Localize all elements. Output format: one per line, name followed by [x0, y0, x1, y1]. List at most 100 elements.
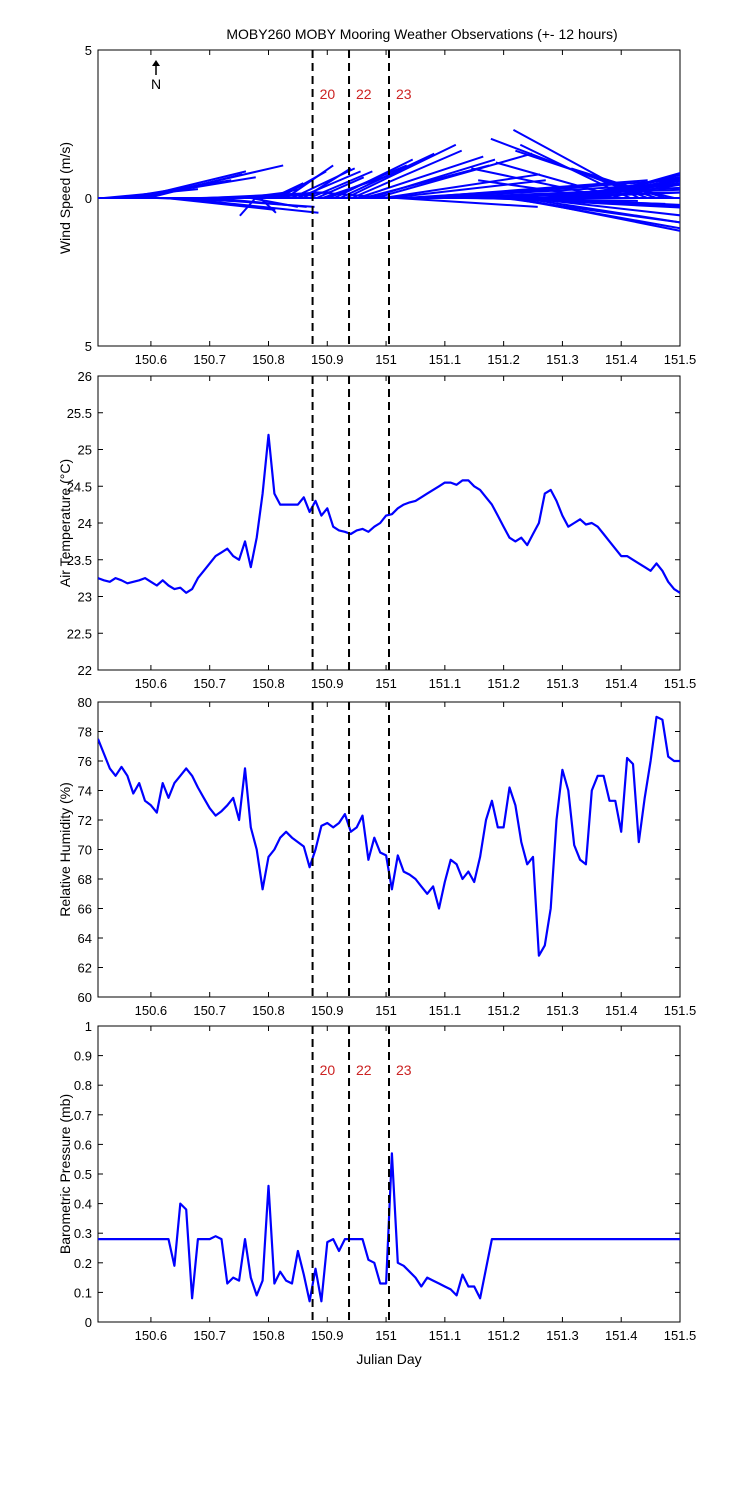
x-tick-label: 150.8 [252, 352, 285, 367]
x-tick-label: 150.6 [135, 1328, 168, 1343]
wind-vector [591, 171, 680, 199]
x-tick-label: 150.6 [135, 1003, 168, 1018]
y-tick-label: 0.6 [74, 1137, 92, 1152]
wind-vector [369, 158, 496, 199]
x-tick-label: 151.2 [487, 352, 520, 367]
figure-title: MOBY260 MOBY Mooring Weather Observation… [226, 26, 617, 42]
x-tick-label: 150.8 [252, 1328, 285, 1343]
x-tick-label: 151.1 [429, 352, 462, 367]
y-tick-label: 25 [78, 443, 92, 458]
y-axis-label: Wind Speed (m/s) [57, 142, 73, 254]
x-tick-label: 150.7 [193, 352, 226, 367]
x-tick-label: 151 [375, 1003, 397, 1018]
y-tick-label: 0 [85, 1315, 92, 1330]
wind-vector [562, 176, 680, 199]
wind-vector [521, 197, 680, 224]
wind-vector [357, 155, 484, 199]
wind-vector [135, 170, 247, 199]
wind-vector [165, 197, 276, 211]
y-tick-label: 80 [78, 695, 92, 710]
wind-vector [532, 197, 680, 206]
wind-vector [297, 170, 361, 199]
x-tick-label: 151.3 [546, 352, 579, 367]
x-tick-label: 151.3 [546, 1328, 579, 1343]
event-marker-label: 23 [396, 1062, 412, 1078]
wind-vector [271, 182, 304, 199]
x-tick-label: 150.7 [193, 1003, 226, 1018]
series-line [98, 433, 680, 594]
x-tick-label: 150.8 [252, 1003, 285, 1018]
y-tick-label: 64 [78, 931, 92, 946]
wind-vector [333, 158, 414, 199]
wind-vector [388, 179, 546, 199]
wind-vector [396, 197, 538, 208]
x-tick-label: 151.5 [664, 1328, 697, 1343]
x-tick-label: 151.1 [429, 1328, 462, 1343]
y-tick-label: 0 [85, 191, 92, 206]
wind-vector [285, 164, 334, 199]
y-tick-label: 5 [85, 339, 92, 354]
y-tick-label: 23 [78, 590, 92, 605]
wind-vector [527, 197, 680, 217]
x-tick-label: 150.7 [193, 676, 226, 691]
y-tick-label: 22.5 [67, 626, 92, 641]
wind-vector [515, 197, 680, 232]
x-tick-label: 151 [375, 1328, 397, 1343]
x-tick-label: 151.5 [664, 676, 697, 691]
y-tick-label: 22 [78, 663, 92, 678]
wind-vector [495, 161, 622, 199]
event-marker-label: 20 [320, 86, 336, 102]
x-tick-label: 151.3 [546, 1003, 579, 1018]
panel-2: 150.6 150.7 150.8 150.9 151 151.1 151.2 151.3 15… [57, 369, 696, 691]
panel-3: 150.6 150.7 150.8 150.9 151 151.1 151.2 151.3 15… [57, 695, 696, 1018]
y-tick-label: 26 [78, 369, 92, 384]
x-axis-label: Julian Day [356, 1351, 421, 1367]
y-tick-label: 76 [78, 754, 92, 769]
wind-vector [351, 149, 463, 199]
x-tick-label: 151.1 [429, 1003, 462, 1018]
series-line [98, 1152, 680, 1303]
x-tick-label: 150.7 [193, 1328, 226, 1343]
event-marker-label: 23 [396, 86, 412, 102]
wind-vector [515, 149, 657, 199]
y-tick-label: 1 [85, 1019, 92, 1034]
y-tick-label: 62 [78, 961, 92, 976]
y-tick-label: 72 [78, 813, 92, 828]
panel-4: 150.6 150.7 150.8 150.9 151 151.1 151.2 151.3 15… [57, 1019, 696, 1367]
y-tick-label: 0.1 [74, 1285, 92, 1300]
x-tick-label: 150.9 [311, 352, 344, 367]
y-tick-label: 0.9 [74, 1049, 92, 1064]
x-tick-label: 151.4 [605, 1003, 638, 1018]
y-tick-label: 5 [85, 43, 92, 58]
wind-vector [375, 152, 533, 199]
y-tick-label: 0.2 [74, 1256, 92, 1271]
y-tick-label: 0.4 [74, 1197, 92, 1212]
x-tick-label: 151.2 [487, 1003, 520, 1018]
north-arrow-head [152, 60, 160, 66]
x-tick-label: 151.2 [487, 676, 520, 691]
y-axis-label: Relative Humidity (%) [57, 782, 73, 917]
x-tick-label: 151.4 [605, 676, 638, 691]
x-tick-label: 151.3 [546, 676, 579, 691]
y-axis-label: Air Temperature (°C) [57, 459, 73, 587]
x-tick-label: 150.9 [311, 1003, 344, 1018]
wind-vector [147, 173, 243, 199]
x-tick-label: 150.8 [252, 676, 285, 691]
x-tick-label: 151.5 [664, 1003, 697, 1018]
north-label: N [151, 76, 161, 92]
x-tick-label: 150.9 [311, 676, 344, 691]
wind-vector [611, 182, 675, 199]
y-tick-label: 0.8 [74, 1078, 92, 1093]
y-tick-label: 66 [78, 902, 92, 917]
y-tick-label: 74 [78, 784, 92, 799]
event-marker-label: 20 [320, 1062, 336, 1078]
x-tick-label: 151 [375, 676, 397, 691]
wind-vector [250, 197, 299, 208]
y-tick-label: 25.5 [67, 406, 92, 421]
x-tick-label: 151.2 [487, 1328, 520, 1343]
y-tick-label: 60 [78, 990, 92, 1005]
x-tick-label: 150.6 [135, 352, 168, 367]
x-tick-label: 151 [375, 352, 397, 367]
wind-vector [597, 183, 680, 199]
event-marker-label: 22 [356, 86, 372, 102]
